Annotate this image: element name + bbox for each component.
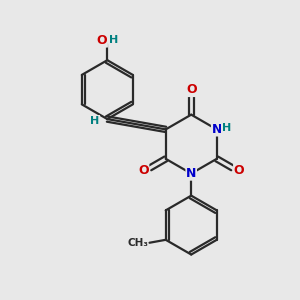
Text: O: O [138,164,149,177]
Text: O: O [97,34,107,47]
Text: O: O [234,164,244,177]
Text: H: H [221,123,231,133]
Text: N: N [212,123,222,136]
Text: O: O [186,83,196,96]
Text: CH₃: CH₃ [127,238,148,248]
Text: N: N [186,167,196,180]
Text: H: H [90,116,100,126]
Text: H: H [109,35,119,46]
